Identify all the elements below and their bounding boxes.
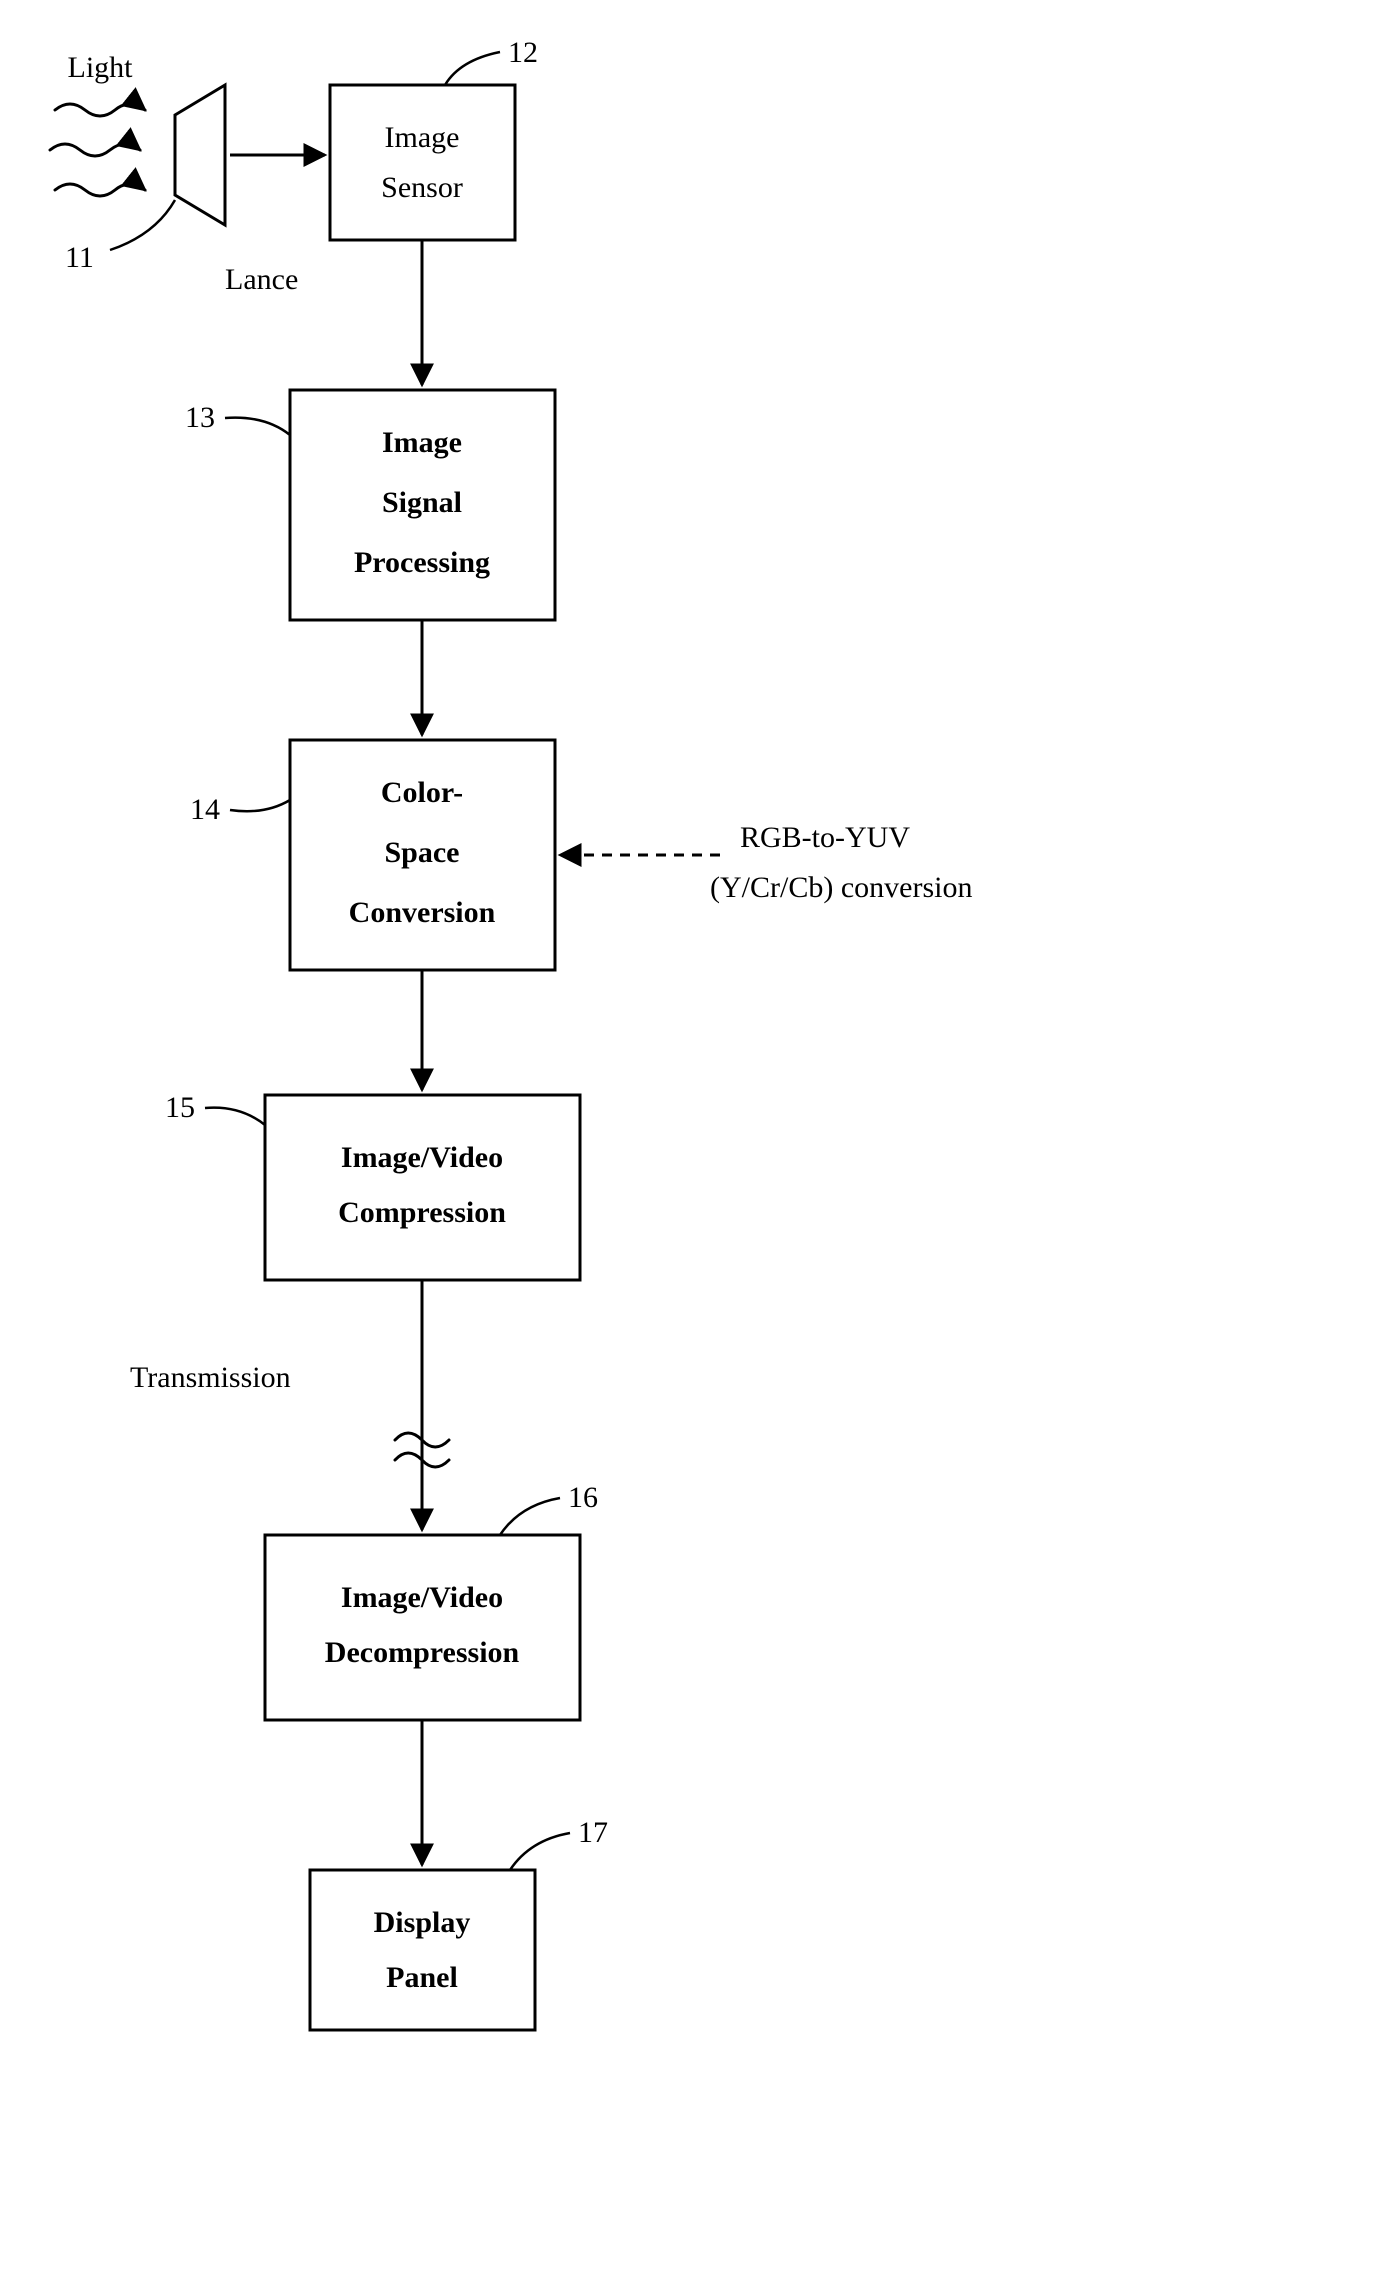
lance-label: Lance — [225, 263, 298, 296]
sensor-ref: 12 — [508, 36, 538, 69]
sensor-label-1: Image — [385, 121, 460, 154]
isp-label-1: Image — [382, 426, 462, 459]
isp-ref: 13 — [185, 401, 215, 434]
isp-node: Image Signal Processing 13 — [185, 390, 555, 620]
panel-node: Display Panel 17 — [310, 1816, 608, 2030]
comp-label-2: Compression — [338, 1196, 506, 1229]
decomp-node: Image/Video Decompression 16 — [265, 1481, 598, 1720]
csc-label-2: Space — [385, 836, 460, 869]
decomp-label-1: Image/Video — [341, 1581, 503, 1614]
decomp-label-2: Decompression — [325, 1636, 520, 1669]
panel-label-1: Display — [374, 1906, 471, 1939]
csc-label-3: Conversion — [349, 896, 496, 929]
comp-node: Image/Video Compression 15 — [165, 1091, 580, 1280]
light-label: Light — [68, 51, 134, 84]
csc-ref: 14 — [190, 793, 220, 826]
isp-label-2: Signal — [382, 486, 462, 519]
edge-comp-decomp — [395, 1280, 449, 1530]
sensor-node: Image Sensor 12 — [330, 36, 538, 240]
csc-annotation-2: (Y/Cr/Cb) conversion — [710, 871, 972, 904]
csc-annotation-1: RGB-to-YUV — [740, 821, 910, 854]
sensor-label-2: Sensor — [381, 171, 463, 204]
isp-label-3: Processing — [354, 546, 490, 579]
panel-ref: 17 — [578, 1816, 608, 1849]
panel-label-2: Panel — [386, 1961, 458, 1994]
decomp-ref: 16 — [568, 1481, 598, 1514]
lance-ref: 11 — [65, 241, 94, 274]
csc-node: Color- Space Conversion 14 — [190, 740, 555, 970]
comp-label-1: Image/Video — [341, 1141, 503, 1174]
transmission-label: Transmission — [130, 1361, 291, 1394]
csc-label-1: Color- — [381, 776, 463, 809]
comp-ref: 15 — [165, 1091, 195, 1124]
light-waves-icon — [50, 104, 145, 196]
